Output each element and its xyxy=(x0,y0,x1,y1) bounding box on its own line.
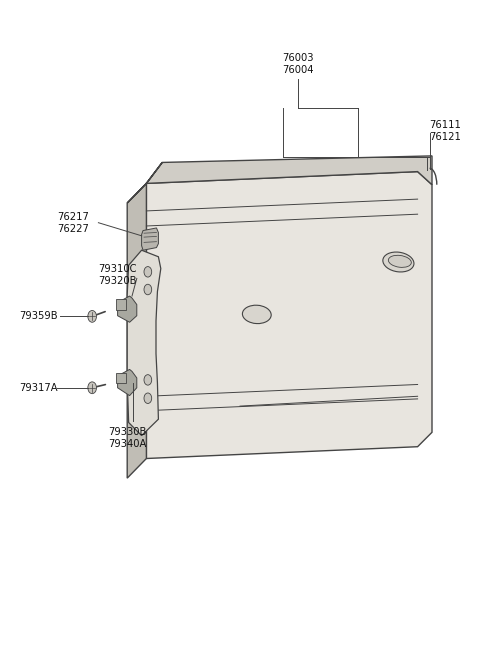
Circle shape xyxy=(88,382,96,394)
Ellipse shape xyxy=(388,255,411,267)
Ellipse shape xyxy=(383,252,414,272)
Circle shape xyxy=(144,284,152,295)
Circle shape xyxy=(144,393,152,403)
Text: 76217
76227: 76217 76227 xyxy=(58,212,89,234)
Ellipse shape xyxy=(242,305,271,324)
Text: 79310C
79320B: 79310C 79320B xyxy=(98,264,137,286)
Polygon shape xyxy=(146,156,432,185)
Text: 79359B: 79359B xyxy=(19,311,58,322)
Bar xyxy=(116,373,126,383)
Text: 76003
76004: 76003 76004 xyxy=(282,53,313,75)
Circle shape xyxy=(144,267,152,277)
Polygon shape xyxy=(118,369,137,396)
Bar xyxy=(116,299,126,310)
Polygon shape xyxy=(127,183,146,478)
Polygon shape xyxy=(127,250,161,436)
Polygon shape xyxy=(127,162,162,203)
Text: 79317A: 79317A xyxy=(19,383,58,393)
Text: 79330B
79340A: 79330B 79340A xyxy=(108,427,146,449)
Circle shape xyxy=(144,375,152,385)
Polygon shape xyxy=(118,296,137,322)
Polygon shape xyxy=(146,172,432,458)
Circle shape xyxy=(88,310,96,322)
Polygon shape xyxy=(142,228,158,250)
Text: 76111
76121: 76111 76121 xyxy=(430,120,461,142)
